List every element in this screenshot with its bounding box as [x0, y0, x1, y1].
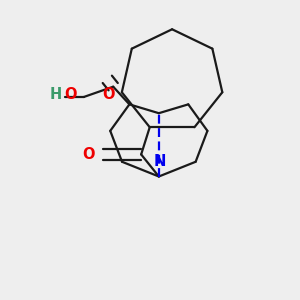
Text: O: O	[82, 147, 94, 162]
Text: N: N	[154, 154, 167, 169]
Text: O: O	[103, 87, 115, 102]
Text: O: O	[64, 87, 77, 102]
Text: H: H	[50, 87, 62, 102]
